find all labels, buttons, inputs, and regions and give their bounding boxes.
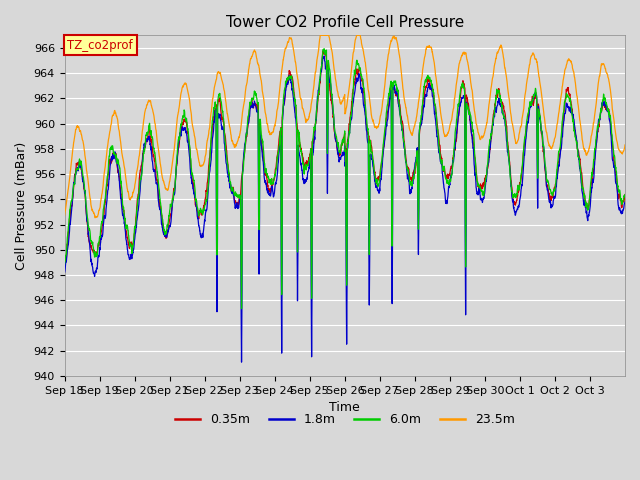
X-axis label: Time: Time [330,401,360,414]
Y-axis label: Cell Pressure (mBar): Cell Pressure (mBar) [15,142,28,270]
Title: Tower CO2 Profile Cell Pressure: Tower CO2 Profile Cell Pressure [226,15,464,30]
Text: TZ_co2prof: TZ_co2prof [67,39,133,52]
Legend: 0.35m, 1.8m, 6.0m, 23.5m: 0.35m, 1.8m, 6.0m, 23.5m [170,408,520,431]
